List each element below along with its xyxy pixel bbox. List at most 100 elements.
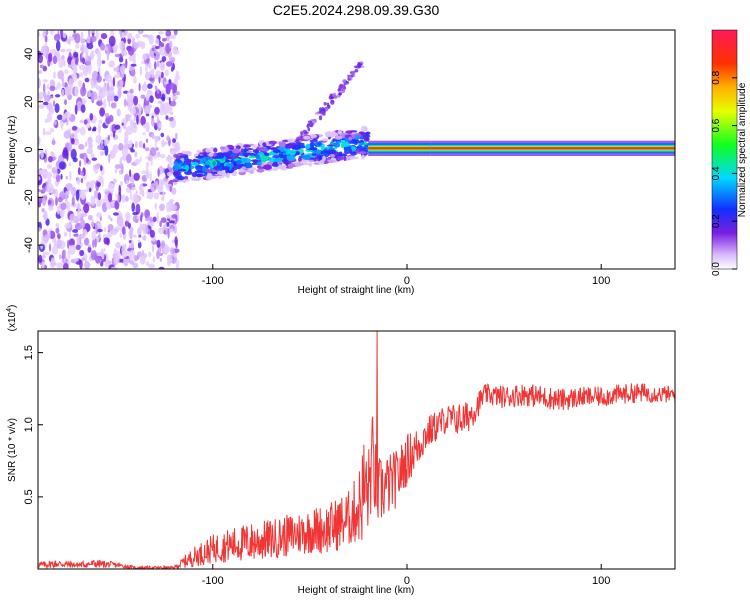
signal-cell <box>351 133 356 140</box>
signal-cell <box>332 138 336 142</box>
noise-cell <box>127 32 133 40</box>
signal-cell <box>328 147 335 150</box>
noise-cell <box>80 104 86 113</box>
noise-cell <box>96 75 102 83</box>
noise-cell <box>109 183 115 187</box>
noise-cell <box>97 223 102 228</box>
noise-cell <box>81 97 85 103</box>
noise-cell <box>94 238 97 248</box>
noise-cell <box>170 106 173 114</box>
colorbar <box>711 29 738 270</box>
signal-cell <box>237 165 241 169</box>
noise-cell <box>170 100 177 107</box>
noise-cell <box>100 139 104 145</box>
signal-cell <box>241 166 246 169</box>
signal-cell <box>185 164 190 170</box>
snr-series-line <box>38 331 675 569</box>
branch-cell <box>338 92 343 96</box>
noise-cell <box>71 138 75 145</box>
noise-cell <box>113 74 118 79</box>
branch-cell <box>348 75 352 79</box>
noise-cell <box>78 72 84 78</box>
noise-cell <box>124 220 130 227</box>
colorbar-tick-label: 0.2 <box>711 214 722 228</box>
noise-cell <box>154 202 158 210</box>
signal-cell <box>204 169 213 173</box>
x-tick-label: 100 <box>592 575 610 587</box>
noise-cell <box>162 38 167 42</box>
noise-cell <box>48 205 54 211</box>
noise-cell <box>115 242 121 249</box>
noise-cell <box>169 228 174 233</box>
signal-cell <box>256 168 265 173</box>
noise-cell <box>64 111 72 119</box>
noise-cell <box>61 122 64 130</box>
branch-cell <box>318 115 323 121</box>
noise-cell <box>123 98 127 108</box>
noise-cell <box>74 85 79 97</box>
signal-cell <box>185 158 191 165</box>
signal-cell <box>177 168 187 172</box>
noise-cell <box>144 147 150 152</box>
signal-cell <box>249 170 254 174</box>
noise-cell <box>79 160 82 167</box>
x-tick-label: 0 <box>404 575 410 587</box>
noise-cell <box>119 79 124 87</box>
noise-cell <box>99 107 105 117</box>
signal-cell <box>212 161 216 167</box>
noise-cell <box>174 236 178 246</box>
noise-cell <box>80 32 84 39</box>
signal-cell <box>206 172 213 179</box>
noise-cell <box>104 192 108 202</box>
noise-cell <box>129 94 133 99</box>
noise-cell <box>55 227 60 234</box>
noise-cell <box>59 209 64 217</box>
noise-cell <box>143 234 147 242</box>
signal-cell <box>248 155 256 159</box>
noise-cell <box>79 153 84 159</box>
signal-cell <box>286 155 296 161</box>
signal-cell <box>309 133 318 139</box>
signal-cell <box>243 169 249 173</box>
noise-cell <box>97 192 102 201</box>
signal-cell <box>222 166 231 170</box>
noise-cell <box>141 170 148 175</box>
noise-cell <box>142 34 149 38</box>
signal-cell <box>285 148 291 153</box>
noise-cell <box>137 241 142 249</box>
noise-cell <box>56 205 60 215</box>
noise-cell <box>106 82 110 92</box>
noise-cell <box>154 135 160 142</box>
signal-cell <box>303 135 311 140</box>
noise-cell <box>161 56 167 62</box>
noise-cell <box>71 125 78 131</box>
signal-cell <box>354 139 360 144</box>
noise-cell <box>133 95 139 106</box>
noise-cell <box>70 148 77 160</box>
noise-cell <box>44 35 48 43</box>
noise-cell <box>86 90 92 98</box>
noise-cell <box>166 135 171 142</box>
signal-cell <box>245 148 254 151</box>
noise-cell <box>166 156 173 160</box>
spectrogram-feature-4 <box>368 140 431 156</box>
signal-cell <box>243 144 251 148</box>
noise-cell <box>99 42 105 51</box>
noise-cell <box>75 43 80 49</box>
noise-cell <box>118 143 124 151</box>
noise-cell <box>51 246 59 255</box>
noise-cell <box>95 135 102 144</box>
y-tick-label: 0.5 <box>23 489 35 504</box>
signal-cell <box>256 161 263 166</box>
noise-cell <box>88 30 91 37</box>
noise-cell <box>79 249 85 257</box>
y-tick-label: 40 <box>23 48 35 60</box>
colorbar-ticks: 0.0 0.2 0.4 0.6 0.8 <box>711 70 737 276</box>
noise-cell <box>166 35 170 42</box>
x-tick-label: -100 <box>202 275 224 287</box>
noise-cell <box>72 157 78 163</box>
signal-cell <box>261 148 269 152</box>
noise-cell <box>108 60 115 68</box>
noise-cell <box>113 67 120 72</box>
noise-cell <box>118 56 124 63</box>
